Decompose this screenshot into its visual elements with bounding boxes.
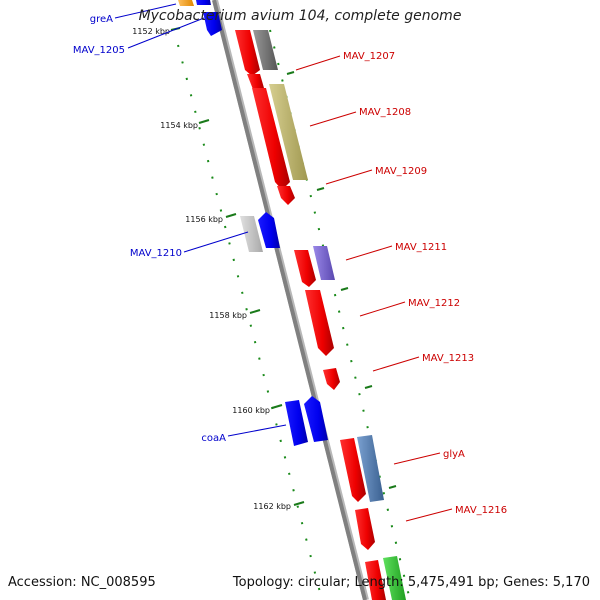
gene-label-glyA: glyA [443,449,465,460]
tick-mark [340,287,349,291]
gene-arrow-mav-1209 [277,186,295,205]
gene-arrow-mav-1210 [258,212,280,248]
tick-mark [249,309,261,314]
tick-mark [364,385,373,389]
gene-arrow-mav-1211 [313,246,335,280]
gene-arrow-coaA [304,396,328,442]
tick-mark [293,501,305,506]
leader-grea [114,3,177,19]
gene-label-mav-1212: MAV_1212 [408,298,460,309]
gene-label-grea: greA [90,14,113,25]
genome-summary-text: Topology: circular; Length: 5,475,491 bp… [232,575,590,590]
gene-arrow-glyA [357,435,384,502]
gene-label-mav-1205: MAV_1205 [73,45,125,56]
tick-mark [271,404,283,409]
gene-arrow [252,88,290,190]
tick-label: 1160 kbp [232,406,270,415]
gene-label-mav-1209: MAV_1209 [375,166,427,177]
genome-backbone [212,0,369,600]
leader-mav-1211 [345,245,393,261]
inner-guide [177,44,323,600]
accession-text: Accession: NC_008595 [8,575,156,590]
gene-arrow [240,216,263,252]
gene-label-coaA: coaA [201,433,226,444]
gene-features [178,0,406,600]
gene-labels: greA MAV_1205 MAV_1210 coaA MAV_1207 MAV… [73,14,507,516]
gene-label-mav-1213: MAV_1213 [422,353,474,364]
leader-mav-1205 [127,17,205,49]
gene-label-mav-1211: MAV_1211 [395,242,447,253]
gene-arrow [294,250,316,287]
tick-label: 1158 kbp [209,311,247,320]
gene-arrow [285,400,308,446]
leader-coaA [227,424,287,437]
leader-glyA [393,452,441,465]
leader-mav-1212 [359,301,406,317]
gene-arrow-mav-1213 [323,368,340,390]
gene-label-mav-1208: MAV_1208 [359,107,411,118]
tick-mark [198,119,210,124]
tick-mark [225,213,237,218]
tick-mark [286,71,295,75]
gene-arrow [196,0,211,5]
map-title: Mycobacterium avium 104, complete genome [138,8,462,24]
tick-label: 1152 kbp [132,27,170,36]
leader-mav-1210 [183,231,249,253]
gene-label-mav-1216: MAV_1216 [455,505,507,516]
gene-arrow-mav-1212 [305,290,334,356]
gene-arrow-mav-1205 [203,12,222,36]
gene-arrow-mav-1208 [269,84,308,180]
leader-mav-1213 [372,356,420,372]
gene-arrow [178,0,194,6]
tick-label: 1156 kbp [185,215,223,224]
gene-arrow-mav-1207 [253,30,278,70]
leader-mav-1209 [325,169,373,185]
gene-arrow [235,30,260,76]
leader-mav-1207 [295,55,341,71]
tick-labels: 1152 kbp 1154 kbp 1156 kbp 1158 kbp 1160… [132,27,291,511]
gene-arrow [365,560,386,600]
tick-label: 1154 kbp [160,121,198,130]
tick-mark [388,485,397,489]
gene-arrow-mav-1216 [355,508,375,550]
tick-label: 1162 kbp [253,502,291,511]
label-leaders [114,3,453,522]
leader-mav-1216 [405,508,453,522]
gene-arrow [340,438,366,502]
leader-mav-1208 [309,111,357,127]
gene-arrow [247,74,264,92]
gene-label-mav-1210: MAV_1210 [130,248,182,259]
gene-arrow [383,556,406,600]
gene-label-mav-1207: MAV_1207 [343,51,395,62]
tick-mark [316,187,325,191]
dotted-guides [177,29,411,600]
